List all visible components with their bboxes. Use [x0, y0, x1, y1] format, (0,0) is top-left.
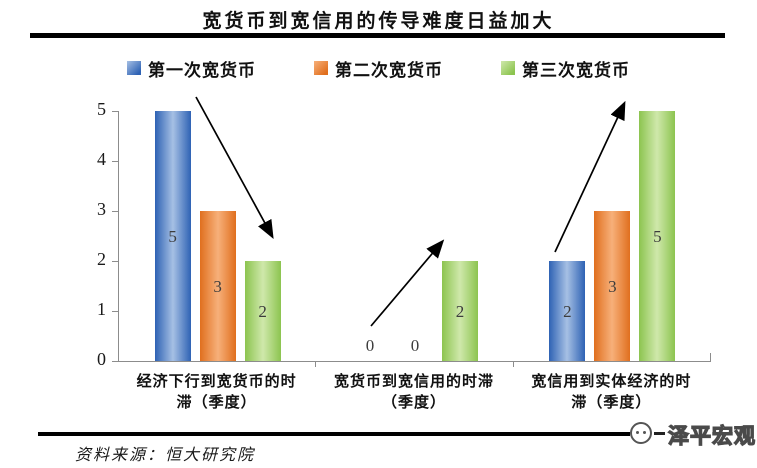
bar-value-label: 2: [258, 302, 267, 321]
bar-value-label: 3: [608, 277, 617, 296]
bar-value-label: 5: [653, 227, 662, 246]
bar-value-label: 0: [365, 336, 375, 355]
plot-area: 5 0 2 3 0 3 2 2 5: [118, 111, 711, 362]
footer-divider: [38, 432, 630, 436]
y-axis-tick: [112, 261, 118, 262]
y-axis-tick-label: 5: [97, 99, 106, 119]
title-divider: [30, 33, 725, 38]
y-axis-tick-label: 4: [97, 149, 106, 169]
legend-item: 第三次宽货币: [501, 56, 630, 81]
y-axis-tick: [112, 161, 118, 162]
x-axis-tick: [512, 362, 514, 367]
brand-logo: 泽平宏观: [628, 418, 757, 452]
legend-label: 第三次宽货币: [522, 60, 630, 80]
legend-swatch: [314, 61, 328, 75]
bar-value-label: 5: [168, 227, 177, 246]
brand-logo-dash: [654, 432, 665, 435]
y-axis-tick: [112, 111, 118, 112]
y-axis-tick: [112, 211, 118, 212]
y-axis-tick-label: 2: [97, 249, 106, 269]
y-axis-tick: [112, 311, 118, 312]
chart-title: 宽货币到宽信用的传导难度日益加大: [202, 11, 555, 32]
y-axis-tick-label: 1: [97, 299, 106, 319]
bar-value-label: 2: [563, 302, 572, 321]
x-axis-category-label: 经济下行到宽货币的时 滞（季度）: [136, 374, 297, 411]
legend-swatch: [501, 61, 515, 75]
bar: [639, 111, 676, 361]
brand-name: 泽平宏观: [667, 423, 756, 448]
legend-label: 第一次宽货币: [148, 60, 256, 80]
bar: [442, 261, 478, 361]
y-axis-tick: [112, 361, 118, 362]
x-axis-tick: [710, 353, 711, 361]
legend-label: 第二次宽货币: [335, 60, 443, 80]
legend-swatch: [127, 61, 141, 75]
bar: [244, 261, 281, 361]
bar-value-label: 3: [213, 277, 222, 296]
y-axis-tick-label: 0: [97, 349, 106, 369]
x-axis-tick: [315, 362, 317, 367]
source-label: 资料来源：恒大研究院: [75, 447, 256, 464]
x-axis-category-label: 宽货币到宽信用的时滞 （季度）: [333, 374, 494, 411]
bar: [549, 261, 586, 361]
legend-item: 第二次宽货币: [314, 56, 443, 81]
x-axis-category-label: 宽信用到实体经济的时 滞（季度）: [531, 374, 692, 411]
chart-legend: 第一次宽货币 第二次宽货币 第三次宽货币: [0, 55, 757, 81]
bar-value-label: 0: [410, 336, 420, 355]
bar: [154, 111, 191, 361]
y-axis-tick-label: 3: [97, 199, 106, 219]
brand-logo-icon: [630, 422, 652, 444]
legend-item: 第一次宽货币: [127, 56, 256, 81]
bar-value-label: 2: [455, 302, 465, 321]
